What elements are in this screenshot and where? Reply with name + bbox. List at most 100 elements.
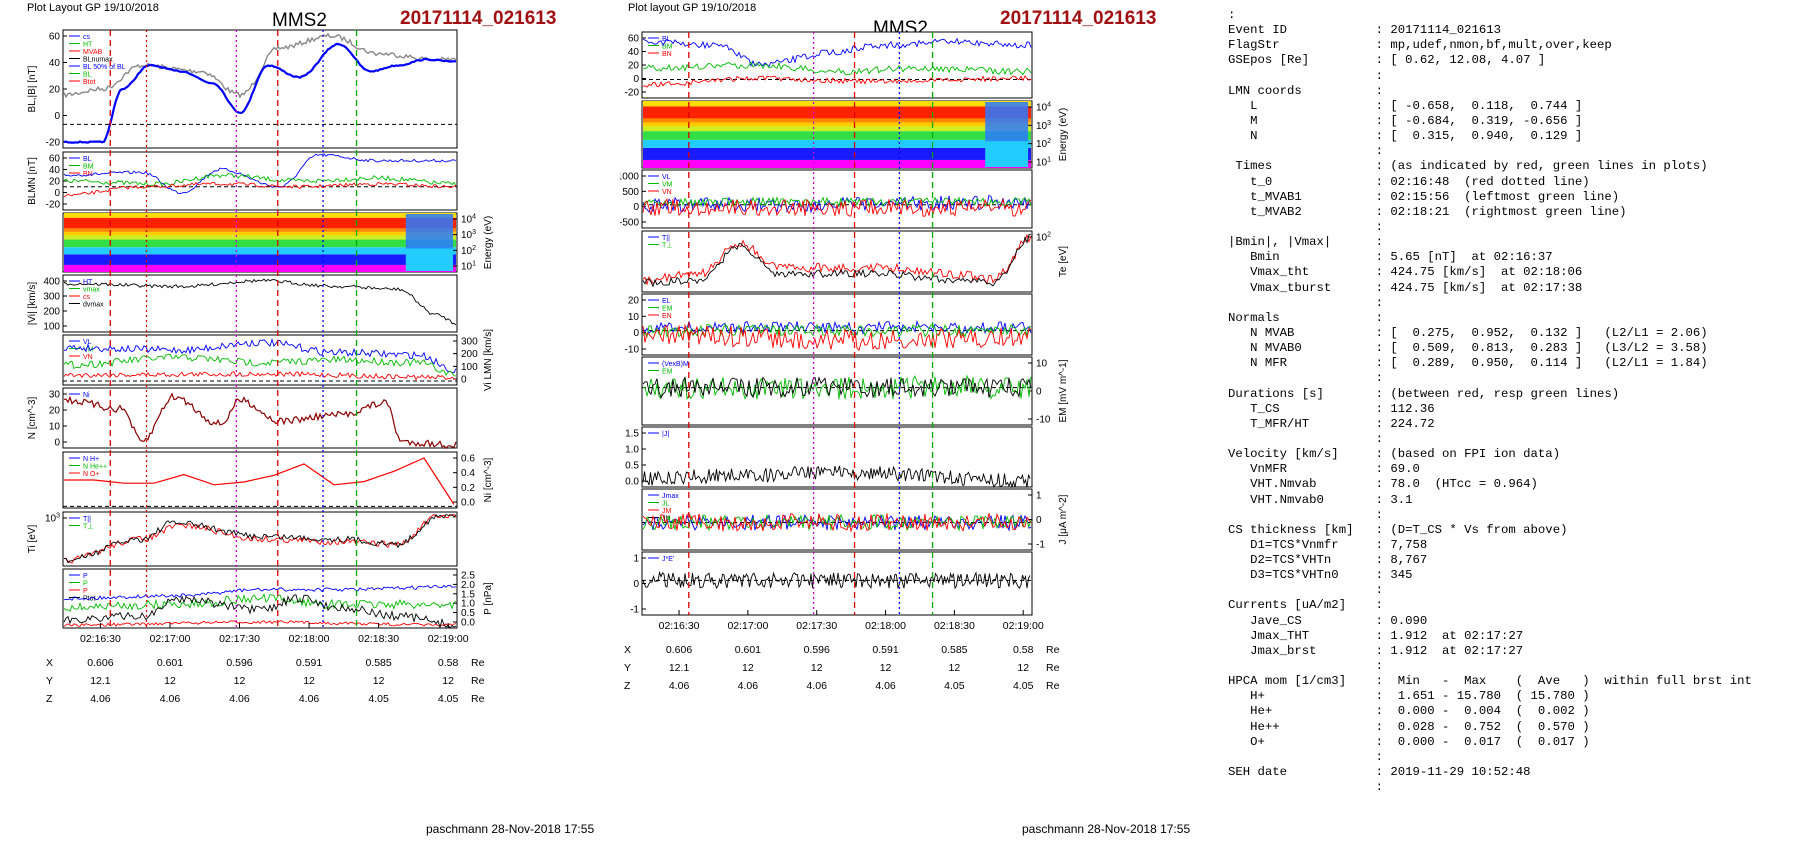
coord-value: 0.585 (941, 644, 967, 656)
right-author-footer: paschmann 28-Nov-2018 17:55 (1022, 822, 1191, 836)
legend-entry: vmax (83, 287, 100, 294)
legend-entry: |J| (662, 431, 669, 438)
info-line: : (1228, 219, 1383, 234)
tick-label: 101 (1036, 157, 1051, 169)
info-line: Durations [s] : (between red, resp green… (1228, 386, 1620, 401)
tick-label: -10 (625, 345, 640, 356)
info-line: : (1228, 8, 1236, 22)
tick-label: -20 (46, 138, 61, 149)
legend-entry: VL (83, 339, 92, 346)
tick-label: 0.0 (625, 477, 639, 488)
tick-label: -1 (630, 605, 639, 616)
info-line: Velocity [km/s] : (based on FPI ion data… (1228, 447, 1561, 462)
time-tick-label: 02:18:00 (289, 633, 330, 645)
axis-label: Vi LMN [km/s] (483, 329, 494, 391)
panel: 1.51.00.50.0|J| [μA m^-2]|J| (625, 426, 1033, 489)
spectrogram-band (405, 248, 454, 271)
panel-frame (62, 29, 458, 149)
tick-label: 1 (633, 554, 639, 565)
series-line (64, 457, 455, 505)
legend-entry: P (83, 588, 88, 595)
tick-label: 0 (633, 328, 639, 339)
spectrogram-band (985, 102, 1029, 143)
tick-label: 2.5 (461, 571, 475, 582)
coord-unit: Re (1046, 680, 1060, 692)
tick-label: 10 (49, 422, 61, 433)
coord-row-label: Y (624, 662, 631, 674)
series-line (63, 278, 457, 326)
time-tick-label: 02:16:30 (659, 620, 700, 632)
time-tick-label: 02:18:30 (358, 633, 399, 645)
coord-value: 0.601 (157, 657, 183, 669)
tick-label: -10 (1036, 415, 1051, 426)
tick-label: 20 (49, 85, 61, 96)
panel: 104 103 102 101 Energy (eV) (641, 100, 1069, 169)
info-line: Bmin : 5.65 [nT] at 02:16:37 (1228, 250, 1553, 265)
tick-label: 20 (628, 296, 640, 307)
tick-label: 0 (54, 111, 60, 122)
info-line: Jmax_THT : 1.912 at 02:17:27 (1228, 628, 1524, 643)
legend-entry: N O+ (83, 471, 100, 478)
tick-label: 0 (633, 74, 639, 85)
legend-entry: HT (83, 42, 93, 49)
info-line: Times : (as indicated by red, green line… (1228, 159, 1708, 174)
tick-label: 60 (49, 154, 61, 165)
info-line: Jmax_brst : 1.912 at 02:17:27 (1228, 643, 1524, 658)
tick-label: 0 (1036, 387, 1042, 398)
legend-entry: VM (662, 182, 673, 189)
info-line: CS thickness [km] : (D=T_CS * Vs from ab… (1228, 522, 1568, 537)
coord-value: 4.06 (875, 680, 896, 692)
info-line: : (1228, 583, 1383, 598)
time-tick-label: 02:17:30 (796, 620, 837, 632)
right-event-title: 20171114_021613 (1000, 8, 1157, 29)
info-line: D3=TCS*VHTn0 : 345 (1228, 568, 1413, 583)
legend-entry: Ni (83, 392, 90, 399)
panel-frame (62, 151, 458, 211)
coord-value: 12 (1017, 662, 1029, 674)
panel: 103 Ti [eV] T||T⊥ (27, 511, 458, 567)
time-tick-label: 02:18:00 (865, 620, 906, 632)
time-tick-label: 02:16:30 (80, 633, 121, 645)
axis-label: Ni [cm^-3] (483, 457, 494, 502)
info-line: GSEpos [Re] : [ 0.62, 12.08, 4.07 ] (1228, 53, 1546, 68)
legend-entry: BL (83, 156, 92, 163)
coord-row-label: X (46, 657, 53, 669)
info-line: T_CS : 112.36 (1228, 401, 1435, 416)
series-line (63, 337, 457, 374)
tick-label: 60 (49, 32, 61, 43)
tick-exponent: 1 (1047, 157, 1051, 164)
legend-entry: EM (662, 306, 673, 313)
coord-value: 4.06 (299, 693, 320, 705)
time-tick-label: 02:17:00 (150, 633, 191, 645)
panel-frame (62, 451, 458, 509)
panel: 104 103 102 101 Energy (eV) (62, 212, 494, 273)
spectrogram-band (64, 235, 456, 240)
coord-value: 0.606 (87, 657, 113, 669)
legend-entry: BN (662, 51, 672, 58)
spectrogram-band (64, 231, 456, 236)
coord-value: 12 (303, 675, 315, 687)
coord-value: 4.06 (669, 680, 690, 692)
tick-label: 0 (54, 438, 60, 449)
tick-label: -20 (46, 200, 61, 211)
legend-entry: N H+ (83, 456, 99, 463)
info-line: M : [ -0.684, 0.319, -0.656 ] (1228, 113, 1583, 128)
coord-row-label: Y (46, 675, 53, 687)
coord-value: 12 (811, 662, 823, 674)
spectrogram-band (64, 254, 456, 265)
coord-value: 0.58 (1013, 644, 1034, 656)
tick-label: 20 (49, 177, 61, 188)
tick-label: 20 (49, 406, 61, 417)
legend-entry: (VexB)M (662, 361, 689, 368)
series-line (63, 392, 457, 450)
tick-label: 400 (43, 277, 60, 288)
info-line: : (1228, 749, 1383, 764)
info-line: Currents [uA/m2] : (1228, 598, 1383, 613)
left-spacecraft-label: MMS2 (272, 10, 327, 31)
coord-value: 4.06 (90, 693, 111, 705)
spectrogram-band (643, 131, 1031, 140)
coord-value: 0.601 (735, 644, 761, 656)
info-line: : (1228, 431, 1383, 446)
